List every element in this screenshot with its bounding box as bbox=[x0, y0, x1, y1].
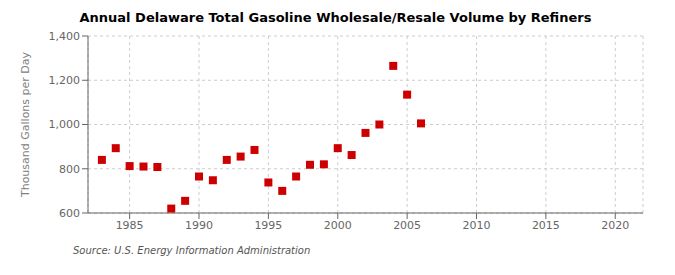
svg-text:1,400: 1,400 bbox=[49, 30, 81, 43]
svg-text:2015: 2015 bbox=[532, 219, 560, 232]
svg-text:2000: 2000 bbox=[324, 219, 352, 232]
svg-text:2020: 2020 bbox=[601, 219, 629, 232]
svg-text:2010: 2010 bbox=[463, 219, 491, 232]
svg-text:1985: 1985 bbox=[116, 219, 144, 232]
svg-text:Thousand Gallons per Day: Thousand Gallons per Day bbox=[19, 51, 32, 198]
html-text:Source: U.S. Energy Informatio: Source: U.S. Energy Information Administ… bbox=[73, 245, 311, 256]
svg-text:1,000: 1,000 bbox=[49, 118, 81, 131]
svg-text:2005: 2005 bbox=[393, 219, 421, 232]
svg-text:1,200: 1,200 bbox=[49, 74, 81, 87]
svg-text:1990: 1990 bbox=[185, 219, 213, 232]
svg-text:600: 600 bbox=[59, 207, 80, 220]
svg-text:800: 800 bbox=[59, 163, 80, 176]
html-text:Annual Delaware Total Gasoline: Annual Delaware Total Gasoline Wholesale… bbox=[79, 10, 592, 25]
svg-text:1995: 1995 bbox=[254, 219, 282, 232]
